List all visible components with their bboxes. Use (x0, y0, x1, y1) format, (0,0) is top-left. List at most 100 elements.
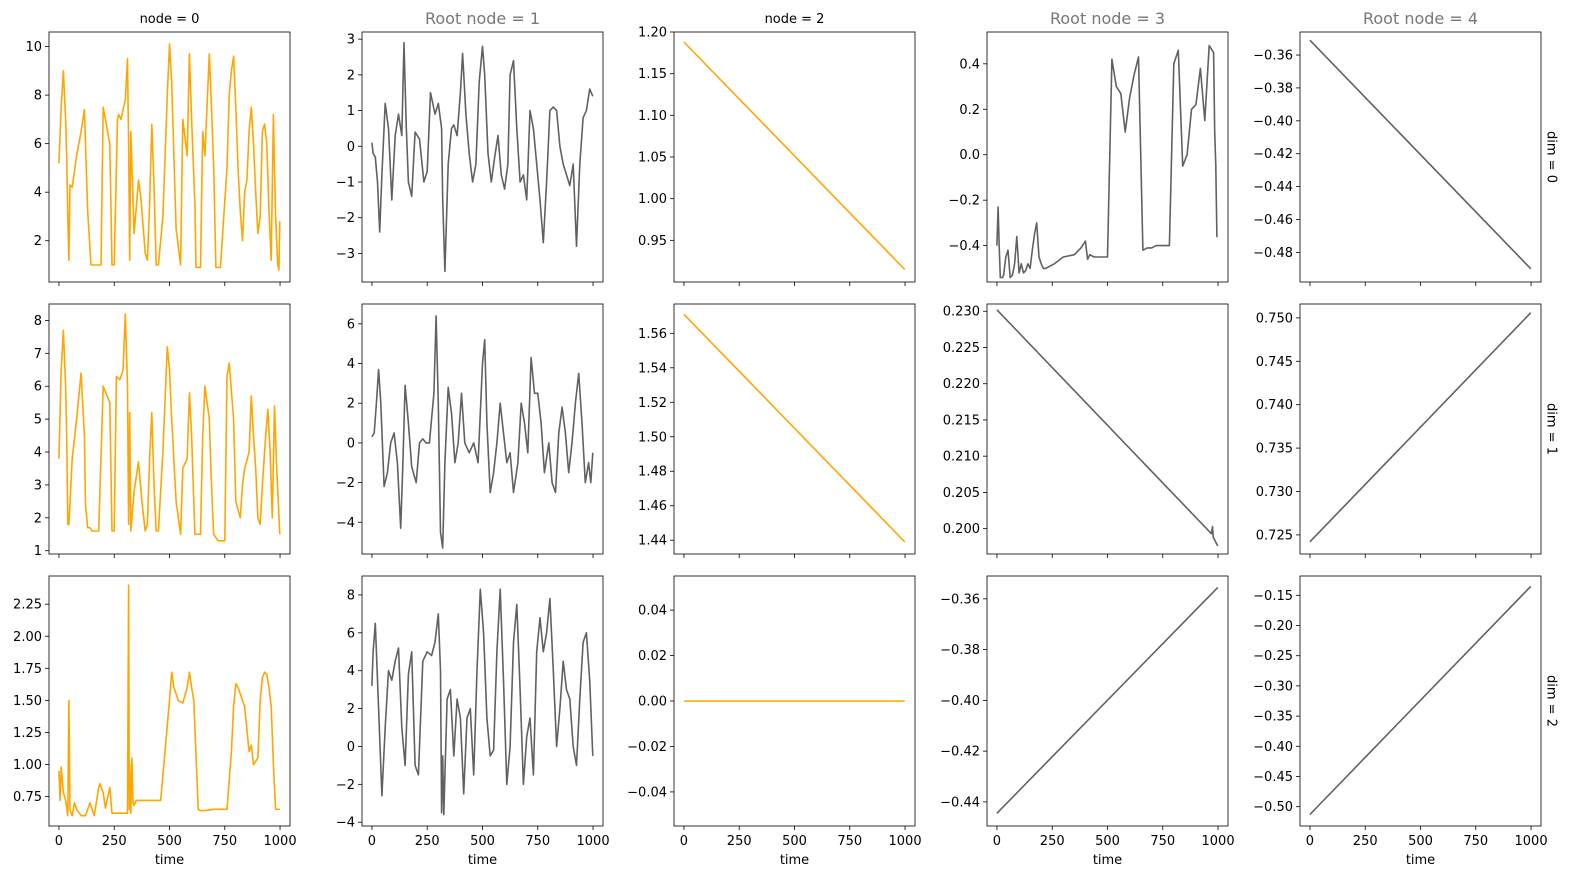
axes-frame (48, 303, 291, 555)
series-line (996, 586, 1219, 814)
y-tick-label: −1 (336, 176, 355, 191)
panel-r0-c1: −3 −2 −1 0 1 2 3 (336, 31, 604, 286)
y-tick-label: 0.215 (943, 413, 980, 428)
y-tick-label: 1.50 (13, 694, 42, 709)
y-tick-label: 1.44 (638, 534, 667, 549)
y-tick-label: 0.230 (943, 305, 980, 320)
series-line (371, 588, 594, 816)
y-tick-label: 4 (34, 446, 42, 461)
y-tick-label: 0 (347, 436, 355, 451)
row-label-2: dim = 2 (1544, 675, 1559, 727)
y-tick-label: 2 (347, 397, 355, 412)
axes-frame (361, 303, 604, 555)
y-tick-label: 0.220 (943, 377, 980, 392)
y-tick-label: 0 (347, 740, 355, 755)
y-tick-label: 0.0 (959, 148, 980, 163)
y-tick-label: −0.38 (940, 643, 980, 658)
y-tick-label: 6 (347, 626, 355, 641)
y-tick-label: 5 (34, 413, 42, 428)
y-tick-label: −0.35 (1253, 710, 1293, 725)
axes-frame (673, 303, 916, 555)
axes-frame (1299, 303, 1542, 555)
y-tick-label: −0.04 (627, 785, 667, 800)
series-line (996, 44, 1218, 279)
y-tick-label: 2 (347, 702, 355, 717)
y-tick-label: 10 (25, 40, 42, 55)
x-tick-label: 0 (1306, 834, 1314, 849)
y-tick-label: 1.46 (638, 499, 667, 514)
y-tick-label: 7 (34, 347, 42, 362)
y-tick-label: 2 (347, 68, 355, 83)
panel-r0-c3: −0.4 −0.2 0.0 0.2 0.4 (948, 31, 1229, 286)
y-tick-label: −0.44 (1253, 180, 1293, 195)
x-tick-label: 1000 (264, 834, 297, 849)
y-tick-label: 0.2 (959, 103, 980, 118)
y-tick-label: 0.75 (13, 790, 42, 805)
y-tick-label: −4 (336, 816, 355, 831)
series-line (371, 315, 594, 549)
y-tick-label: 8 (34, 314, 42, 329)
x-tick-label: 1000 (577, 834, 610, 849)
column-title-4: Root node = 4 (1363, 9, 1478, 28)
x-axis-label: time (780, 853, 809, 868)
y-tick-label: −0.44 (940, 795, 980, 810)
axes-frame (673, 31, 916, 283)
column-title-2: node = 2 (765, 12, 825, 27)
y-tick-label: 1.52 (638, 396, 667, 411)
column-title-3: Root node = 3 (1050, 9, 1165, 28)
y-tick-label: −2 (336, 778, 355, 793)
series-line (996, 309, 1219, 547)
y-tick-label: 1.15 (638, 67, 667, 82)
row-label-0: dim = 0 (1544, 131, 1559, 183)
y-tick-label: 1.10 (638, 109, 667, 124)
panel-r0-c0: 2 4 6 8 10 (25, 31, 291, 286)
y-tick-label: −0.36 (1253, 49, 1293, 64)
y-tick-label: 2.25 (13, 598, 42, 613)
y-tick-label: −0.40 (940, 694, 980, 709)
y-tick-label: 4 (347, 664, 355, 679)
x-tick-label: 250 (1353, 834, 1378, 849)
x-tick-label: 500 (470, 834, 495, 849)
y-tick-label: 0.730 (1256, 485, 1293, 500)
series-line (1309, 312, 1532, 543)
y-tick-label: 0.225 (943, 341, 980, 356)
series-line (58, 584, 280, 817)
column-title-0: node = 0 (140, 12, 200, 27)
x-tick-label: 500 (782, 834, 807, 849)
y-tick-label: 0.00 (638, 695, 667, 710)
y-tick-label: 1 (34, 544, 42, 559)
panel-r1-c2: 1.44 1.46 1.48 1.50 1.52 1.54 1.56 (638, 303, 916, 558)
y-tick-label: −0.02 (627, 740, 667, 755)
series-line (1309, 585, 1532, 816)
y-tick-label: 0.205 (943, 486, 980, 501)
y-tick-label: 4 (34, 186, 42, 201)
series-line (683, 313, 906, 543)
panel-r0-c2: 0.95 1.00 1.05 1.10 1.15 1.20 (638, 26, 916, 286)
x-tick-label: 0 (55, 834, 63, 849)
y-tick-label: −4 (336, 516, 355, 531)
x-tick-label: 250 (415, 834, 440, 849)
x-tick-label: 750 (1150, 834, 1175, 849)
x-tick-label: 0 (680, 834, 688, 849)
y-tick-label: 1.00 (13, 758, 42, 773)
series-line (1309, 39, 1532, 270)
y-tick-label: 1.75 (13, 662, 42, 677)
y-tick-label: −2 (336, 211, 355, 226)
x-tick-label: 250 (1040, 834, 1065, 849)
y-tick-label: 2 (34, 511, 42, 526)
y-tick-label: −0.42 (940, 745, 980, 760)
y-tick-label: −0.40 (1253, 740, 1293, 755)
x-tick-label: 500 (1095, 834, 1120, 849)
y-tick-label: −0.30 (1253, 679, 1293, 694)
axes-frame (1299, 31, 1542, 283)
x-tick-label: 750 (525, 834, 550, 849)
y-tick-label: −0.4 (948, 239, 980, 254)
y-tick-label: 1 (347, 104, 355, 119)
x-axis-label: time (1406, 853, 1435, 868)
y-tick-label: 0.725 (1256, 528, 1293, 543)
axes-frame (48, 575, 291, 827)
y-tick-label: 0.735 (1256, 442, 1293, 457)
y-tick-label: −0.36 (940, 592, 980, 607)
y-tick-label: 8 (347, 588, 355, 603)
